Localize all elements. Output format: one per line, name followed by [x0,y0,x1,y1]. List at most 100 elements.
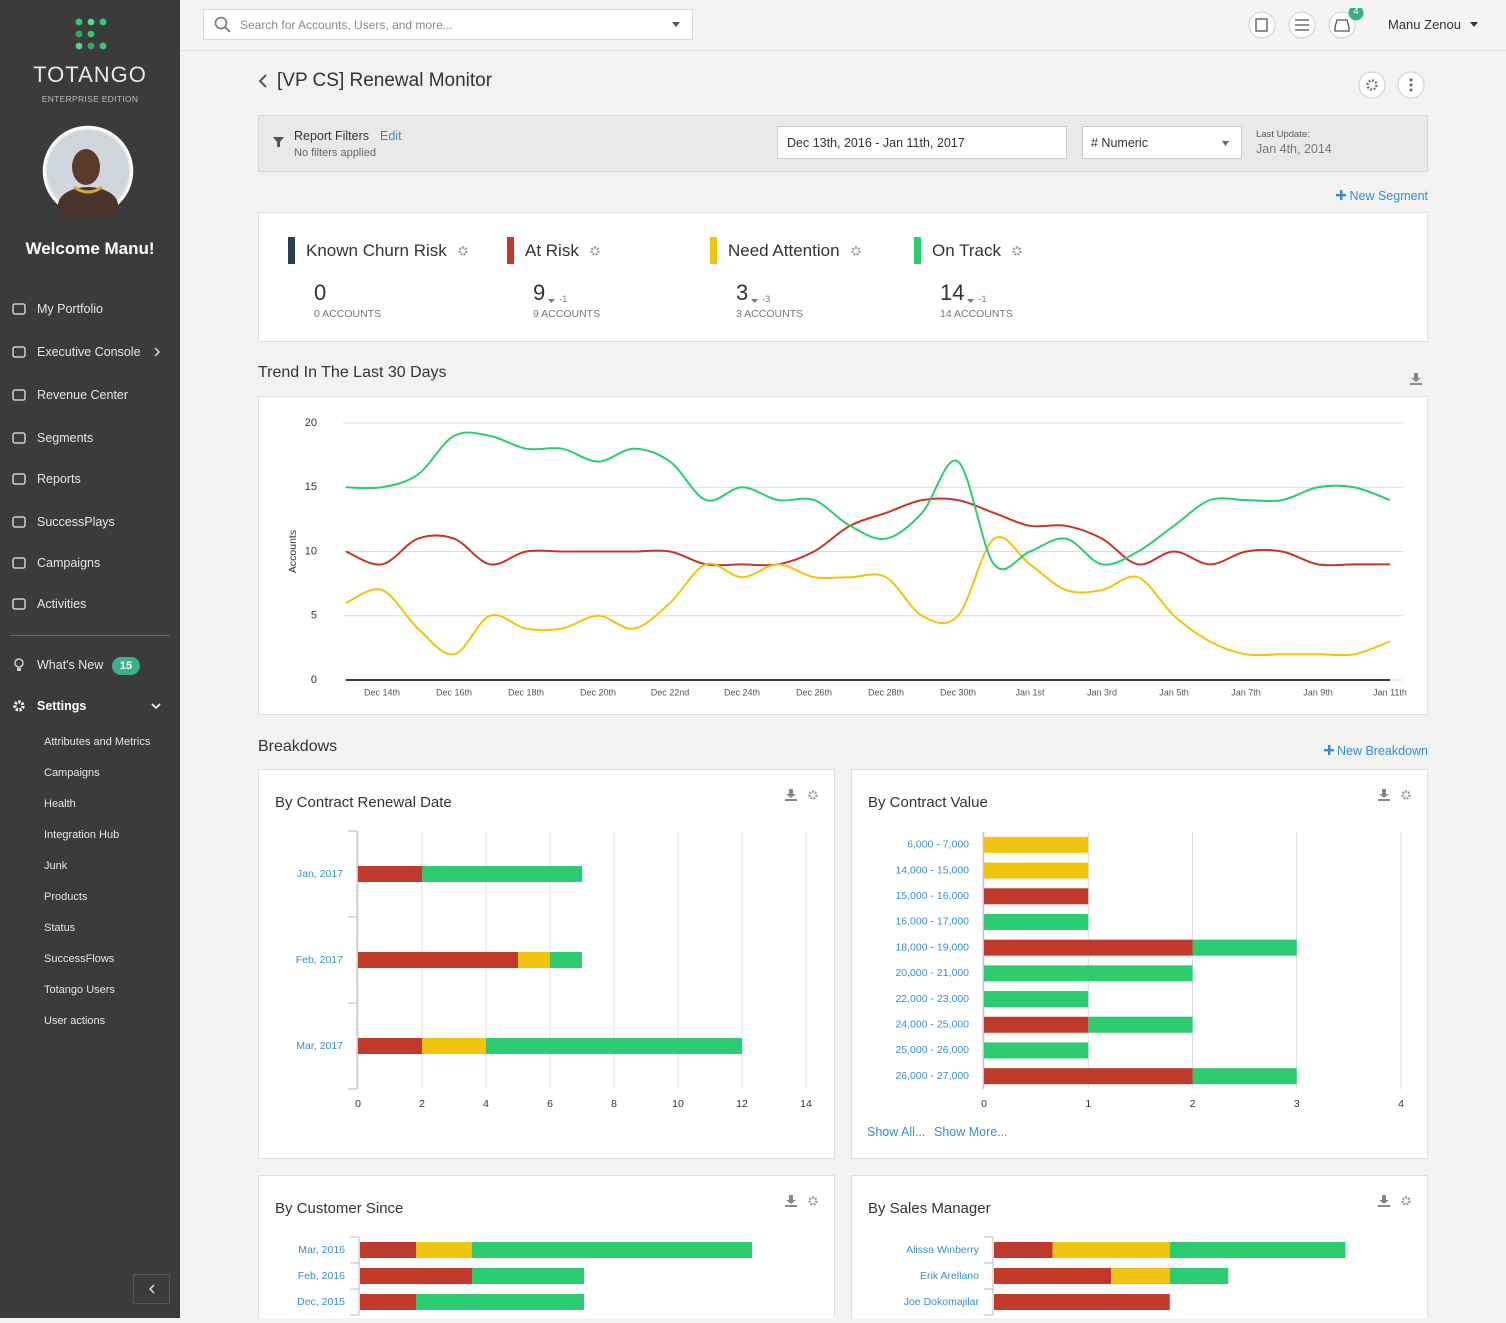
last-update: Jan 4th, 2014 [1256,142,1332,156]
series-line [345,535,1391,657]
title-actions[interactable] [1356,70,1430,102]
nav-item[interactable]: My Portfolio [37,302,103,316]
segment-name: Known Churn Risk [306,241,447,260]
settings-item[interactable]: Integration Hub [44,829,120,841]
nav-item[interactable]: Settings [37,699,87,713]
card-actions[interactable] [785,1195,818,1207]
download-icon[interactable] [1409,372,1423,386]
bar-segment [984,1016,1089,1033]
gear-icon[interactable] [1011,245,1023,257]
segment-name: At Risk [525,241,579,260]
settings-item[interactable]: User actions [44,1015,106,1027]
card-actions[interactable] [785,789,818,801]
segment-count: 3 [736,280,749,305]
segment-count: 14 [940,280,965,305]
breakdown-card: By Customer Since Mar, 2016 Feb, 2016 Dec, … [258,1175,835,1318]
bar-segment [422,1038,486,1054]
collapse-button[interactable] [133,1274,170,1304]
settings-item[interactable]: Junk [44,860,68,872]
bar-chart: By Customer Since Mar, 2016 Feb, 2016 Dec, … [275,1195,818,1316]
logo [75,18,107,50]
last-update-label: Last Update: [1256,129,1310,140]
y-tick-label: 18,000 - 19,000 [895,941,969,953]
new-breakdown: New Breakdown [1336,744,1428,758]
nav-item[interactable]: Segments [37,431,94,445]
line-chart: 0 5 10 15 20 Accounts Dec 14th Dec 16th Dec 18th… [287,417,1407,697]
settings-item[interactable]: Totango Users [44,984,115,996]
page-title: [VP CS] Renewal Monitor [277,70,493,91]
bar-segment [984,836,1089,853]
new-breakdown-link[interactable]: New Breakdown [1323,744,1428,758]
nav-item[interactable]: Reports [37,472,81,486]
bar-segment [994,1294,1170,1310]
settings-item[interactable]: Health [44,798,76,810]
y-tick-label: Dec, 2015 [297,1296,345,1308]
new-segment-link[interactable]: New Segment [1336,189,1428,203]
show-more-link[interactable]: Show More... [934,1125,1008,1139]
chevron [151,703,161,710]
user-name[interactable]: Manu Zenou [1388,17,1461,32]
segment-header: On Track [932,241,1023,261]
bar-segment [984,965,1193,982]
segment-count-row: 3 -3 [736,280,770,306]
settings-item[interactable]: Campaigns [44,767,100,779]
filters-edit[interactable]: Edit [380,129,402,143]
y-tick-label: Alissa Winberry [906,1244,980,1256]
settings-item[interactable]: Products [44,891,88,903]
segment-name: On Track [932,241,1001,260]
sidebar: TOTANGO ENTERPRISE EDITION Welcome Manu!… [0,0,180,1318]
bar-segment [472,1268,584,1284]
back-icon[interactable] [256,72,270,90]
x-tick-label: 6 [547,1098,553,1110]
date-range-input[interactable]: Dec 13th, 2016 - Jan 11th, 2017 [777,126,1067,159]
segment-count: 0 [314,280,327,305]
show-all-link[interactable]: Show All... [867,1125,926,1139]
nav-item[interactable]: What's New [37,658,104,672]
gear-icon[interactable] [850,245,862,257]
brand: TOTANGO [33,62,147,87]
nav-item[interactable]: Revenue Center [37,388,129,402]
segment-change: -1 [559,294,568,304]
card-actions[interactable] [1378,789,1411,801]
y-tick-label: 25,000 - 26,000 [895,1044,969,1056]
card-actions[interactable] [1378,1195,1411,1207]
bar-segment [1169,1268,1229,1284]
bar-segment [1169,1242,1346,1258]
nav-item[interactable]: Campaigns [37,556,101,570]
y-tick-label: 20,000 - 21,000 [895,967,969,979]
nav-item[interactable]: Executive Console [37,345,141,359]
breakdown-card: By Contract Value 0 1 2 3 4 6,000 - 7,000 14,00… [851,769,1428,1159]
segment-accounts: 0 ACCOUNTS [314,308,382,320]
nav-item[interactable]: SuccessPlays [37,515,115,529]
metric: # Numeric [1091,136,1148,150]
series-line [345,431,1391,571]
gear-icon[interactable] [457,245,469,257]
x-tick-label: 3 [1294,1098,1300,1110]
x-tick-label: 4 [1398,1098,1404,1110]
metric-select[interactable]: # Numeric [1082,126,1242,159]
down-arrow [751,299,759,303]
bar-segment [416,1242,472,1258]
settings-item[interactable]: Status [44,922,76,934]
y-tick-label: 10 [305,545,317,557]
filters-status: No filters applied [294,147,376,159]
header-icons[interactable] [1246,8,1366,42]
x-tick-label: Dec 14th [364,687,400,697]
gear-icon[interactable] [589,245,601,257]
settings-item[interactable]: Attributes and Metrics [44,736,151,748]
nav-item[interactable]: Activities [37,597,87,611]
search-box[interactable]: Search for Accounts, Users, and more... [203,9,693,40]
settings-item[interactable]: SuccessFlows [44,953,115,965]
x-tick-label: Dec 30th [940,687,976,697]
avatar[interactable] [42,125,134,217]
segment-marker [914,237,921,264]
filter-bar: Report Filters Edit No filters applied D… [258,115,1428,172]
x-tick-label: Dec 20th [580,687,616,697]
segment-marker [710,237,717,264]
y-tick-label: 15 [305,481,317,493]
x-tick-label: Dec 16th [436,687,472,697]
segment-change: -3 [762,294,771,304]
bar-segment [1111,1268,1170,1284]
y-tick-label: 16,000 - 17,000 [895,916,969,928]
